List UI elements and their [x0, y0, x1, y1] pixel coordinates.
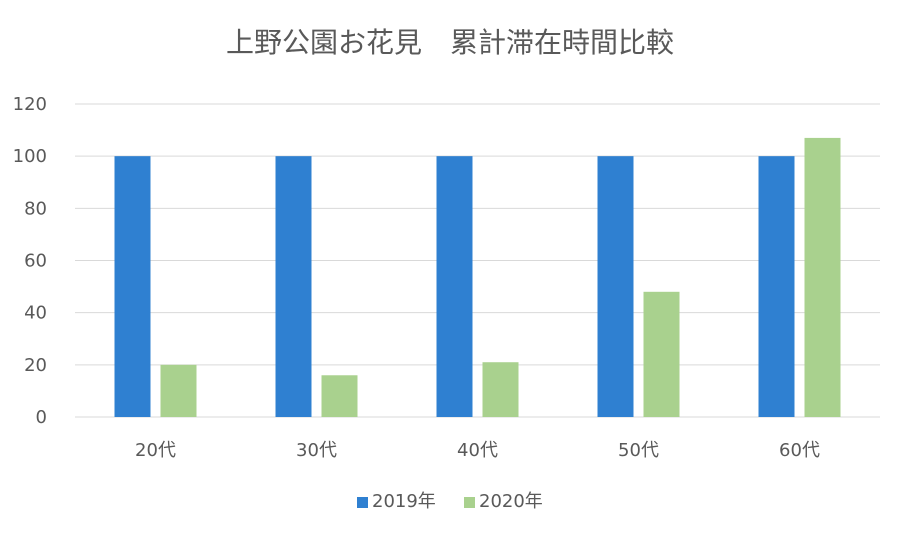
- legend-swatch: [357, 497, 368, 508]
- legend-label: 2020年: [479, 491, 543, 512]
- bar-2020年-40代: [482, 362, 519, 417]
- x-axis-categories: 20代 30代 40代 50代 60代: [135, 440, 820, 461]
- bar-2019年-60代: [758, 156, 795, 417]
- x-category-label: 60代: [779, 440, 820, 461]
- x-category-label: 40代: [457, 440, 498, 461]
- legend: 2019年 2020年: [357, 491, 543, 512]
- chart-title: 上野公園お花見 累計滞在時間比較: [226, 26, 674, 59]
- y-tick-label: 0: [36, 407, 47, 428]
- y-axis-ticks: 0 20 40 60 80 100 120: [13, 94, 47, 428]
- bar-2020年-60代: [804, 137, 841, 418]
- bar-2019年-50代: [597, 156, 634, 417]
- bar-2019年-20代: [114, 156, 151, 417]
- bar-2020年-50代: [643, 291, 680, 417]
- y-tick-label: 20: [24, 355, 47, 376]
- bar-2020年-30代: [321, 375, 358, 417]
- y-tick-label: 80: [24, 198, 47, 219]
- x-category-label: 30代: [296, 440, 337, 461]
- x-category-label: 20代: [135, 440, 176, 461]
- y-tick-label: 120: [13, 94, 47, 115]
- bar-2019年-40代: [436, 156, 473, 417]
- y-tick-label: 100: [13, 146, 47, 167]
- gridlines: [75, 103, 880, 418]
- legend-label: 2019年: [372, 491, 436, 512]
- bars: [114, 137, 841, 418]
- legend-swatch: [464, 497, 475, 508]
- bar-2020年-20代: [160, 364, 197, 417]
- bar-2019年-30代: [275, 156, 312, 417]
- x-category-label: 50代: [618, 440, 659, 461]
- y-tick-label: 40: [24, 303, 47, 324]
- y-tick-label: 60: [24, 251, 47, 272]
